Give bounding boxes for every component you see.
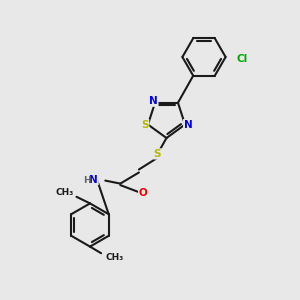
Text: CH₃: CH₃ xyxy=(55,188,74,197)
Text: S: S xyxy=(141,119,149,130)
Text: N: N xyxy=(184,119,192,130)
Text: H: H xyxy=(84,176,91,185)
Text: CH₃: CH₃ xyxy=(106,253,124,262)
Text: N: N xyxy=(89,175,98,185)
Text: N: N xyxy=(149,96,158,106)
Text: S: S xyxy=(154,149,161,159)
Text: O: O xyxy=(139,188,148,198)
Text: Cl: Cl xyxy=(237,53,248,64)
